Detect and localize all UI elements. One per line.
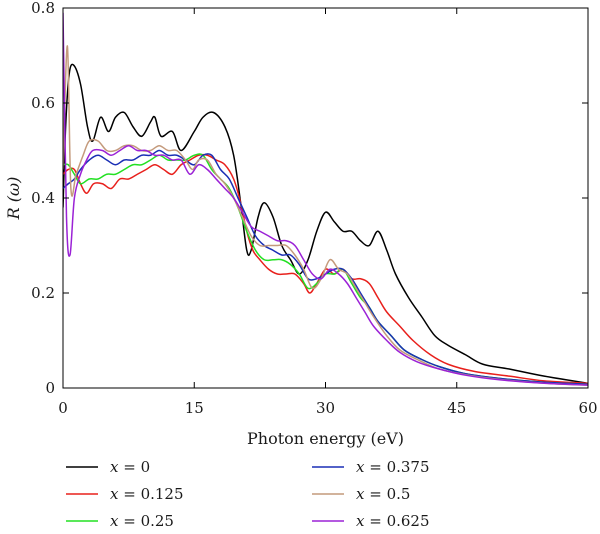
legend-label: x = 0.25	[110, 512, 174, 530]
x-axis-title: Photon energy (eV)	[247, 429, 404, 448]
legend-item-3: x = 0.375	[312, 458, 430, 476]
y-tick-label: 0	[45, 379, 55, 397]
x-tick-label: 60	[578, 399, 597, 417]
legend-label: x = 0.375	[356, 458, 430, 476]
axes	[62, 7, 589, 389]
legend: x = 0 x = 0.125 x = 0.25 x = 0.375 x = 0.5 x …	[66, 458, 430, 530]
legend-label: x = 0	[110, 458, 150, 476]
y-tick-label: 0.2	[31, 284, 55, 302]
series-line-0	[63, 63, 588, 384]
x-tick-label: 15	[185, 399, 204, 417]
legend-label: x = 0.125	[110, 485, 184, 503]
series-line-1	[63, 153, 588, 384]
y-tick-label: 0.8	[31, 0, 55, 17]
x-tick-label: 30	[316, 399, 335, 417]
y-axis-title: R (ω)	[4, 177, 23, 221]
legend-item-1: x = 0.125	[66, 485, 184, 503]
legend-item-4: x = 0.5	[312, 485, 410, 503]
y-tick-label: 0.6	[31, 94, 55, 112]
legend-label: x = 0.625	[356, 512, 430, 530]
ticks: 0 15 30 45 60 0 0.2 0.4 0.6 0.8	[31, 0, 597, 417]
legend-item-2: x = 0.25	[66, 512, 174, 530]
y-tick-label: 0.4	[31, 189, 55, 207]
legend-item-5: x = 0.625	[312, 512, 430, 530]
plot-lines	[63, 12, 588, 386]
legend-label: x = 0.5	[356, 485, 410, 503]
plot-frame	[62, 7, 589, 389]
series-line-5	[63, 12, 588, 386]
legend-item-0: x = 0	[66, 458, 150, 476]
series-line-4	[63, 45, 588, 386]
x-tick-label: 0	[58, 399, 68, 417]
x-tick-label: 45	[447, 399, 466, 417]
